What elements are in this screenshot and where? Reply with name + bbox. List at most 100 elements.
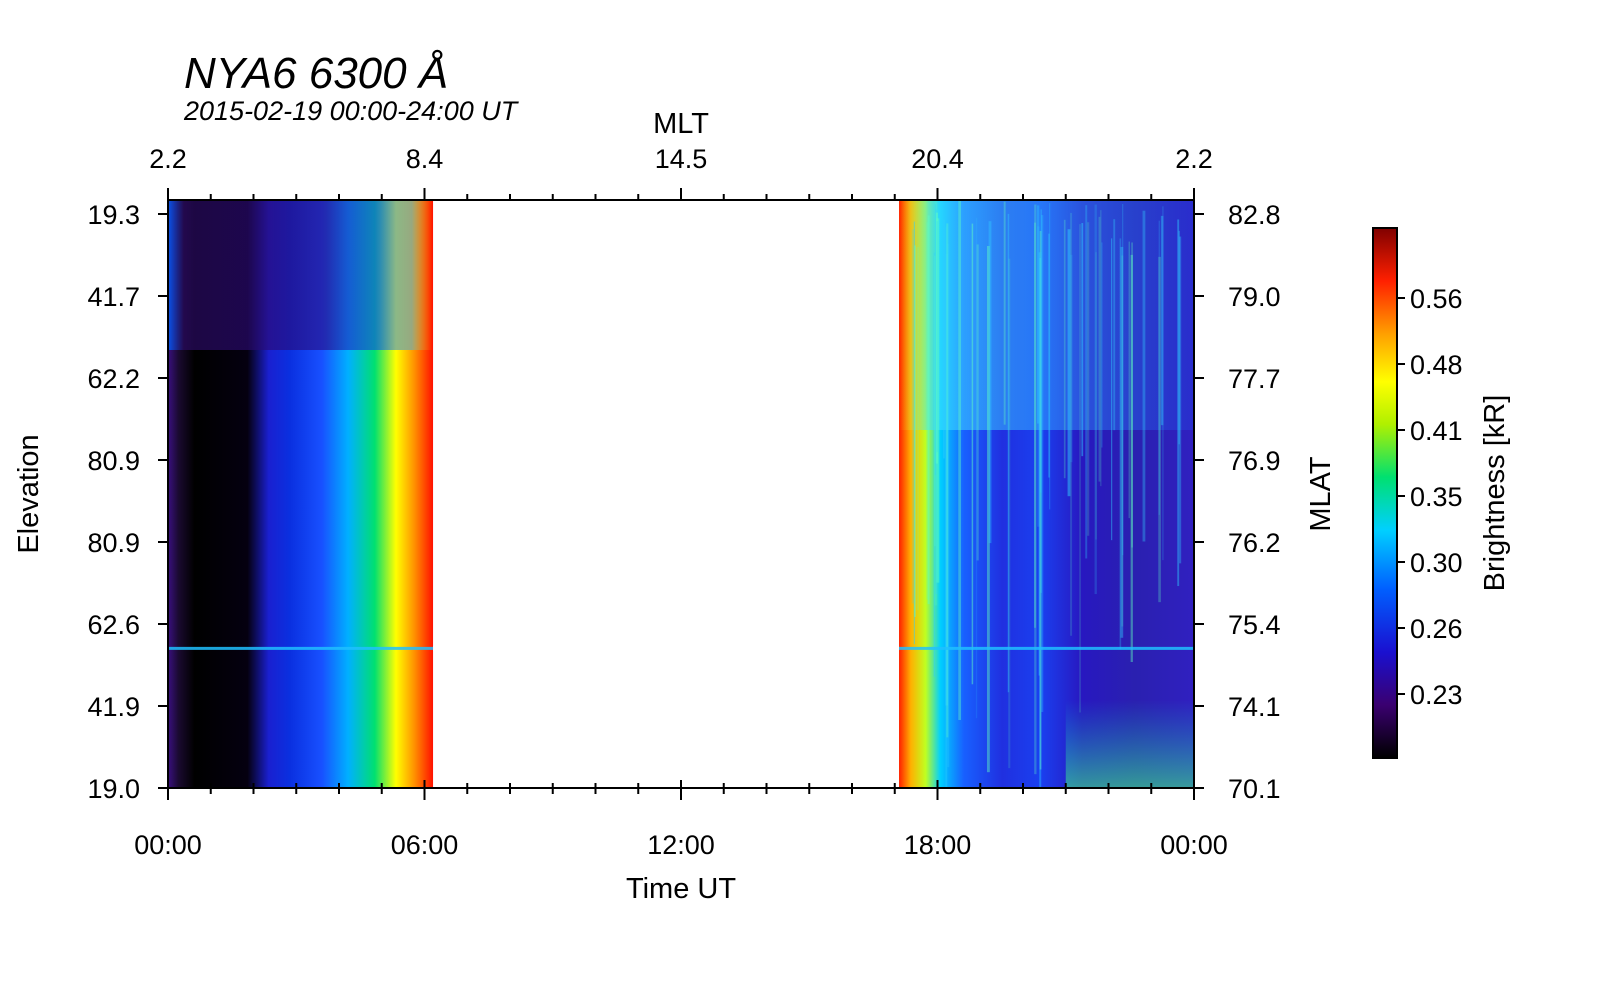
streak [1070,212,1073,636]
streak [1085,205,1088,559]
x-tick-label: 06:00 [391,830,459,860]
y-axis-label-left: Elevation [13,434,45,553]
colorbar-tick-label: 0.35 [1410,482,1463,512]
top-tick-label: 2.2 [149,144,187,174]
streak [1087,222,1090,536]
streak [1079,224,1081,713]
left-axis: 19.3 41.7 62.2 80.9 80.9 62.6 41.9 19.0 [87,200,168,804]
streak [1067,229,1071,497]
streak [1142,210,1146,542]
streak [1036,205,1040,424]
right-tick-label: 70.1 [1228,774,1281,804]
top-tick-label: 8.4 [406,144,444,174]
streak [1038,252,1040,676]
top-axis: 2.2 8.4 14.5 20.4 2.2 [149,144,1213,200]
streak [1094,204,1097,595]
streak [976,244,979,561]
streak [1128,241,1130,519]
colorbar-tick-label: 0.23 [1410,680,1463,710]
left-tick-label: 62.6 [87,610,140,640]
streak [1101,242,1103,448]
left-tick-label: 19.0 [87,774,140,804]
right-tick-label: 82.8 [1228,200,1281,230]
right-tick-label: 74.1 [1228,692,1281,722]
streak [1039,258,1042,788]
left-tick-label: 62.2 [87,364,140,394]
streak [1131,242,1133,548]
right-tick-label: 76.2 [1228,528,1281,558]
streak [913,221,915,645]
streak [1177,219,1180,587]
colorbar-tick-label: 0.30 [1410,548,1463,578]
streak [1178,230,1180,445]
left-tick-label: 41.7 [87,282,140,312]
segment-evening-bottom-glow [1065,700,1194,788]
colorbar [1372,227,1398,759]
chart-subtitle: 2015-02-19 00:00-24:00 UT [183,96,520,126]
streak [1070,254,1073,463]
top-tick-label: 20.4 [911,144,964,174]
streak [936,221,938,453]
chart-title: NYA6 6300 Å [184,49,448,98]
streak [1003,201,1006,425]
streak [1099,210,1102,487]
streak [945,253,949,706]
colorbar-tick-label: 0.48 [1410,350,1463,380]
x-tick-label: 18:00 [904,830,972,860]
streak [1033,222,1037,628]
streak [926,222,929,600]
streak [1048,233,1051,478]
streak [1041,215,1044,712]
streak [934,204,936,475]
streak [1007,213,1010,693]
top-tick-label: 14.5 [655,144,708,174]
streak [935,209,938,595]
streak [947,243,950,768]
colorbar-axis: 0.56 0.48 0.41 0.35 0.30 0.26 0.23 [1397,284,1463,710]
streak [916,247,920,611]
streak [1130,254,1133,663]
streak [911,229,915,604]
streak [1040,209,1042,593]
x-tick-label: 00:00 [1160,830,1228,860]
y-axis-label-right: MLAT [1305,456,1337,531]
streak [1063,219,1066,479]
gap-mask [433,645,900,651]
streak [933,255,936,547]
streak [1034,204,1037,775]
right-tick-label: 77.7 [1228,364,1281,394]
streak [986,245,990,773]
streak [1158,256,1161,603]
streak [1008,258,1011,769]
streak [1119,238,1122,650]
streak [1179,236,1182,564]
segment-morning-top-band [168,200,434,350]
streak [1160,215,1164,426]
evening-streaks [911,200,1182,788]
right-tick-label: 79.0 [1228,282,1281,312]
streak [1121,255,1124,627]
streak [988,221,992,544]
streak [1113,219,1116,431]
streak [1037,226,1040,527]
top-axis-label: MLT [653,108,709,140]
streak [1111,238,1113,541]
left-tick-label: 41.9 [87,692,140,722]
streak [1039,230,1042,770]
top-tick-label: 2.2 [1175,144,1213,174]
streak [914,245,916,617]
streak [1039,251,1042,493]
streak [945,226,948,788]
streak [1081,223,1084,457]
streak [1122,204,1124,556]
streak [1049,203,1051,510]
left-tick-label: 80.9 [87,528,140,558]
streak [943,219,945,459]
colorbar-tick-label: 0.26 [1410,614,1463,644]
streak [933,252,936,677]
right-tick-label: 76.9 [1228,446,1281,476]
bottom-axis: 00:00 06:00 12:00 18:00 00:00 [134,780,1228,860]
streak [1095,252,1097,540]
streak [975,217,978,719]
x-axis-label: Time UT [626,873,736,905]
